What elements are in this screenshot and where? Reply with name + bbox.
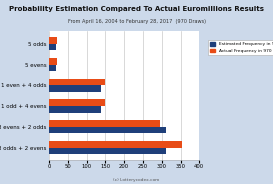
Bar: [49, 148, 165, 154]
Bar: [49, 141, 182, 148]
Text: Probability Estimation Compared To Actual Euromillions Results: Probability Estimation Compared To Actua…: [9, 6, 264, 12]
Bar: [49, 58, 57, 65]
Bar: [49, 79, 105, 85]
Bar: [49, 120, 160, 127]
Bar: [49, 65, 56, 71]
Bar: [49, 44, 56, 50]
Bar: [49, 106, 101, 113]
Bar: [49, 85, 101, 92]
Bar: [49, 99, 105, 106]
Text: (c) Lotterycodex.com: (c) Lotterycodex.com: [113, 178, 160, 182]
Bar: [49, 127, 165, 133]
Bar: [49, 37, 57, 44]
Legend: Estimated Frequency in 970 Draws, Actual Frequency in 970 Draws: Estimated Frequency in 970 Draws, Actual…: [207, 40, 273, 55]
Text: From April 16, 2004 to February 28, 2017  (970 Draws): From April 16, 2004 to February 28, 2017…: [67, 19, 206, 24]
